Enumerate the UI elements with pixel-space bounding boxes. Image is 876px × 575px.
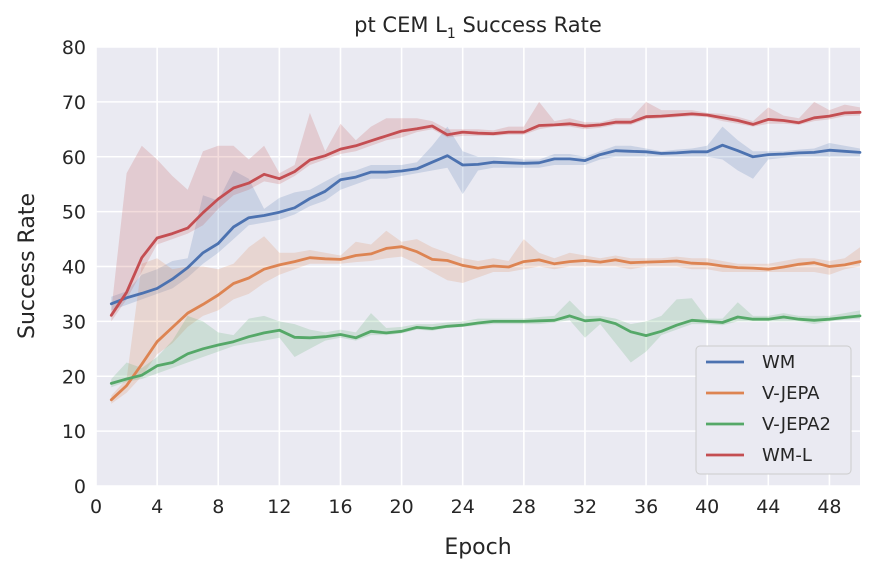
y-tick-label: 40 <box>62 257 86 279</box>
y-tick-label: 70 <box>62 92 86 114</box>
legend-items: WM V-JEPA V-JEPA2 WM-L <box>706 352 831 466</box>
y-tick-label: 0 <box>74 476 86 498</box>
legend-label-v-jepa2: V-JEPA2 <box>762 414 831 435</box>
v-jepa2-line <box>109 314 862 385</box>
y-tick-label: 30 <box>62 311 86 333</box>
x-tick-label: 16 <box>328 496 352 518</box>
y-tick-label: 80 <box>62 37 86 59</box>
v-jepa2-band <box>111 298 861 388</box>
v-jepa-line <box>109 245 862 402</box>
wm-l-line <box>109 110 862 317</box>
x-tick-label: 12 <box>267 496 291 518</box>
legend: WM V-JEPA V-JEPA2 WM-L <box>695 345 852 475</box>
chart-title: pt CEM L1 Success Rate <box>354 13 602 42</box>
v-jepa-band <box>111 230 861 404</box>
legend-box <box>695 345 852 475</box>
x-tick-label: 32 <box>573 496 597 518</box>
y-axis-label: Success Rate <box>15 193 40 339</box>
y-tick-label: 60 <box>62 147 86 169</box>
wm-l-band <box>111 101 861 322</box>
legend-label-wm: WM <box>762 352 795 373</box>
x-tick-label: 48 <box>817 496 841 518</box>
x-tick-label: 36 <box>634 496 658 518</box>
y-tick-label: 20 <box>62 366 86 388</box>
y-tick-label: 10 <box>62 421 86 443</box>
x-tick-label: 24 <box>451 496 475 518</box>
series-lines <box>109 110 862 402</box>
x-tick-label: 4 <box>151 496 163 518</box>
x-tick-label: 20 <box>390 496 414 518</box>
wm-line <box>109 143 862 306</box>
x-tick-label: 40 <box>695 496 719 518</box>
x-tick-label: 0 <box>90 496 102 518</box>
legend-label-wm-l: WM-L <box>762 445 812 466</box>
x-tick-label: 8 <box>212 496 224 518</box>
legend-label-v-jepa: V-JEPA <box>762 383 820 404</box>
x-axis-ticks: 0 4 8 12 16 20 24 28 32 36 40 44 48 <box>90 496 842 518</box>
y-axis-ticks: 0 10 20 30 40 50 60 70 80 <box>62 37 86 498</box>
x-tick-label: 28 <box>512 496 536 518</box>
x-axis-label: Epoch <box>444 535 511 560</box>
y-tick-label: 50 <box>62 202 86 224</box>
x-tick-label: 44 <box>756 496 780 518</box>
